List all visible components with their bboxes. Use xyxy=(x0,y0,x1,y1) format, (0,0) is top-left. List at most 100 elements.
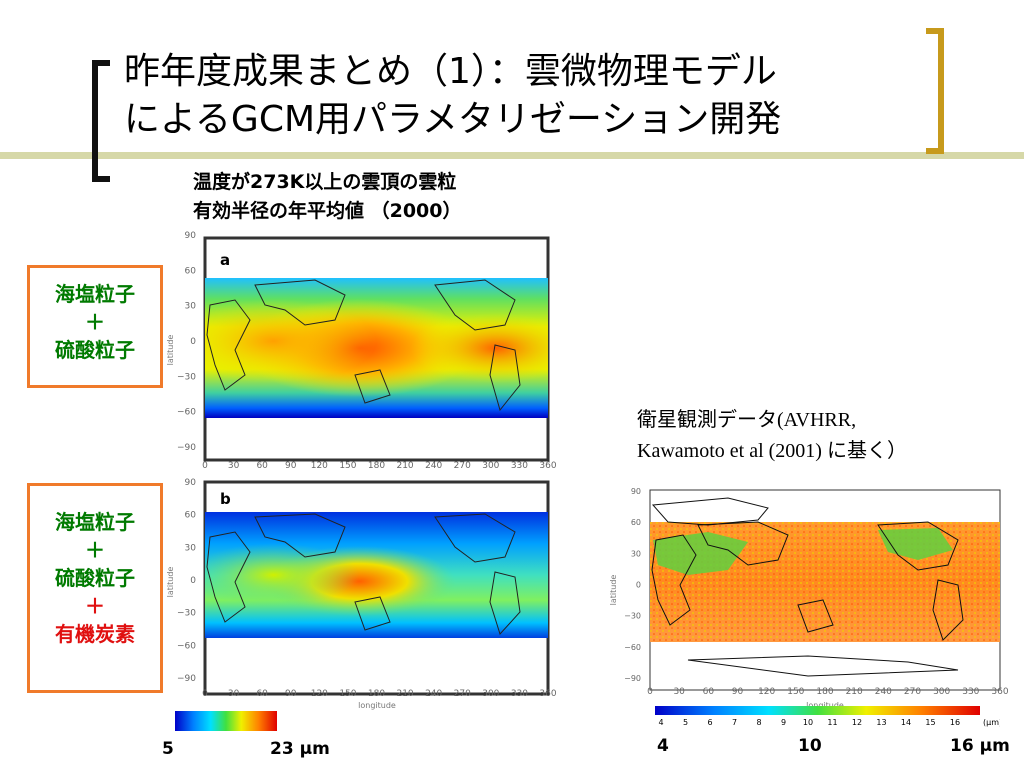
satellite-colorbar-tick-8: 12 xyxy=(852,718,862,727)
satellite-lat-tick-0: 90 xyxy=(631,487,641,496)
panel-b-lat-tick-2: 30 xyxy=(185,543,197,553)
satellite-colorbar-tick-9: 13 xyxy=(876,718,886,727)
satellite-colorbar-tick-12: 16 xyxy=(950,718,960,727)
aerosol-box-a: 海塩粒子 ＋ 硫酸粒子 xyxy=(27,265,163,388)
satellite-coastlines xyxy=(651,497,964,677)
satellite-ylabel: latitude xyxy=(609,575,618,606)
panel-b-lon-tick-3: 90 xyxy=(285,689,297,699)
panel-b-lon-ticks: 0 30 60 90 120 150 180 210 240 270 300 330 360 xyxy=(202,689,557,699)
satellite-lon-tick-8: 240 xyxy=(875,687,892,697)
caption-line-2: 有効半径の年平均値 （2000） xyxy=(193,200,462,222)
decorative-bar xyxy=(0,152,1024,159)
satellite-lat-tick-3: 0 xyxy=(636,581,641,590)
panel-b-lat-tick-6: −90 xyxy=(177,674,196,684)
panel-a-ylabel: latitude xyxy=(166,335,175,366)
panel-b-lon-tick-4: 120 xyxy=(311,689,328,699)
figure-caption: 温度が273K以上の雲頂の雲粒 有効半径の年平均値 （2000） xyxy=(193,168,462,226)
model-colorbar-min: 5 xyxy=(162,739,174,759)
satellite-lat-tick-5: −60 xyxy=(624,643,641,652)
panel-b-lon-tick-7: 210 xyxy=(396,689,413,699)
panel-a-lat-tick-1: 60 xyxy=(185,266,197,276)
panel-b-lon-tick-11: 330 xyxy=(511,689,528,699)
panel-a-lon-tick-11: 330 xyxy=(511,461,528,471)
panel-b-coastlines xyxy=(206,513,521,635)
left-bracket xyxy=(92,60,110,182)
satellite-lon-tick-6: 180 xyxy=(816,687,833,697)
panel-a-lon-tick-7: 210 xyxy=(396,461,413,471)
title-line-1: 昨年度成果まとめ（1）：雲微物理モデル xyxy=(124,51,777,92)
satellite-colorbar: 4 5 6 7 8 9 10 11 12 13 14 15 16 (μm) xyxy=(655,706,1000,727)
panel-b-lat-tick-0: 90 xyxy=(185,478,197,488)
panel-b-lat-ticks: 90 60 30 0 −30 −60 −90 xyxy=(177,478,196,684)
panel-b-label: b xyxy=(220,490,231,508)
panel-a-lon-ticks: 0 30 60 90 120 150 180 210 240 270 300 330 360 xyxy=(202,461,557,471)
panel-b-lon-tick-8: 240 xyxy=(425,689,442,699)
satellite-colorbar-tick-10: 14 xyxy=(901,718,911,727)
panel-b-lon-tick-0: 0 xyxy=(202,689,208,699)
panel-b-lon-tick-12: 360 xyxy=(539,689,556,699)
panel-a-lon-tick-8: 240 xyxy=(425,461,442,471)
satellite-colorbar-tick-7: 11 xyxy=(827,718,837,727)
satellite-lon-tick-11: 330 xyxy=(962,687,979,697)
satellite-lon-tick-3: 90 xyxy=(732,687,744,697)
box-b-line-5: 有機炭素 xyxy=(55,622,135,646)
panel-a-coastlines xyxy=(206,279,521,412)
satellite-lon-tick-5: 150 xyxy=(787,687,804,697)
satellite-lat-ticks: 90 60 30 0 −30 −60 −90 xyxy=(624,487,641,683)
satellite-caption: 衛星観測データ(AVHRR, Kawamoto et al (2001) に基く… xyxy=(637,405,907,467)
panel-b-ylabel: latitude xyxy=(166,567,175,598)
panel-b-lon-tick-6: 180 xyxy=(368,689,385,699)
title-line-2: によるGCM用パラメタリゼーション開発 xyxy=(124,99,782,140)
panel-a-lon-tick-2: 60 xyxy=(256,461,268,471)
satellite-colorbar-tick-5: 9 xyxy=(781,718,786,727)
satellite-colorbar-tick-4: 8 xyxy=(756,718,761,727)
panel-b-lat-tick-3: 0 xyxy=(190,576,196,586)
slide-title: 昨年度成果まとめ（1）：雲微物理モデル によるGCM用パラメタリゼーション開発 xyxy=(124,48,781,144)
box-a-line-1: 海塩粒子 xyxy=(55,282,135,306)
satellite-lon-tick-10: 300 xyxy=(933,687,950,697)
satellite-xlabel: longitude xyxy=(806,701,844,710)
satellite-lon-tick-12: 360 xyxy=(991,687,1008,697)
panel-a-lat-tick-2: 30 xyxy=(185,302,197,312)
satellite-lon-tick-0: 0 xyxy=(647,687,653,697)
panel-a-lon-tick-0: 0 xyxy=(202,461,208,471)
satellite-line-2: Kawamoto et al (2001) に基く） xyxy=(637,440,907,462)
panel-b-lon-tick-2: 60 xyxy=(256,689,268,699)
panel-a-lon-tick-5: 150 xyxy=(339,461,356,471)
model-colorbar xyxy=(175,711,277,731)
box-a-line-3: 硫酸粒子 xyxy=(55,338,135,362)
box-b-line-3: 硫酸粒子 xyxy=(55,566,135,590)
satellite-colorbar-tick-0: 4 xyxy=(658,718,663,727)
satellite-lat-tick-4: −30 xyxy=(624,612,641,621)
satellite-colorbar-tick-11: 15 xyxy=(925,718,935,727)
satellite-lon-ticks: 0 30 60 90 120 150 180 210 240 270 300 330 360 xyxy=(647,687,1009,697)
box-a-line-2: ＋ xyxy=(85,310,105,334)
panel-a-lat-tick-5: −60 xyxy=(177,408,196,418)
panel-a-lon-tick-10: 300 xyxy=(482,461,499,471)
satellite-colorbar-right: 16 μm xyxy=(950,736,1010,756)
satellite-land-green xyxy=(653,528,953,575)
panel-b-lon-tick-1: 30 xyxy=(228,689,240,699)
panel-a-lat-tick-3: 0 xyxy=(190,337,196,347)
box-b-line-1: 海塩粒子 xyxy=(55,510,135,534)
aerosol-box-b: 海塩粒子 ＋ 硫酸粒子 ＋ 有機炭素 xyxy=(27,483,163,693)
satellite-colorbar-tick-3: 7 xyxy=(732,718,737,727)
panel-b-xlabel: longitude xyxy=(358,701,396,710)
satellite-lat-tick-6: −90 xyxy=(624,674,641,683)
satellite-colorbar-tick-6: 10 xyxy=(803,718,813,727)
box-b-line-4: ＋ xyxy=(85,594,105,618)
panel-a-lon-tick-4: 120 xyxy=(311,461,328,471)
satellite-colorbar-unit: (μm) xyxy=(983,718,1000,727)
box-b-line-2: ＋ xyxy=(85,538,105,562)
panel-a-lon-tick-12: 360 xyxy=(539,461,556,471)
satellite-colorbar-left: 4 xyxy=(657,736,669,756)
model-colorbar-max: 23 μm xyxy=(270,739,330,759)
panel-b-lat-tick-1: 60 xyxy=(185,511,197,521)
satellite-colorbar-mid: 10 xyxy=(798,736,822,756)
panel-a-lon-tick-6: 180 xyxy=(368,461,385,471)
satellite-lon-tick-2: 60 xyxy=(703,687,715,697)
panel-b-lon-tick-9: 270 xyxy=(454,689,471,699)
satellite-lat-tick-2: 30 xyxy=(631,549,641,558)
